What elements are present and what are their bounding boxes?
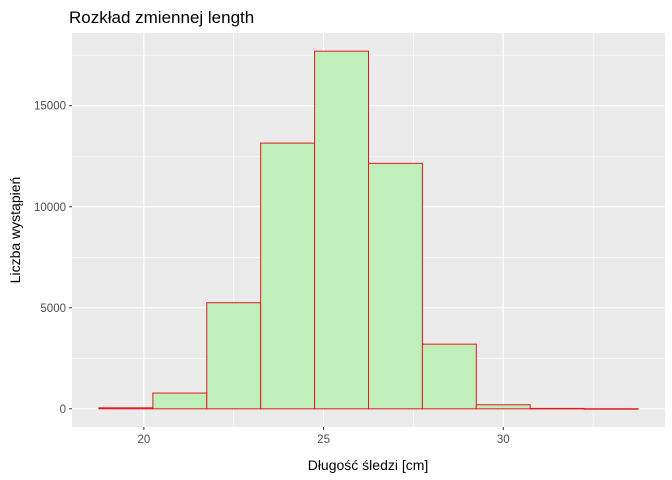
chart-title: Rozkład zmiennej length <box>69 8 254 27</box>
histogram-bar <box>206 302 262 410</box>
y-axis-ticks: 0 5000 10000 15000 <box>34 101 72 416</box>
histogram-bar <box>314 50 370 410</box>
y-tick-label: 10000 <box>34 202 66 214</box>
y-axis-title: Liczba wystąpień <box>7 177 23 284</box>
histogram-bar <box>421 343 477 410</box>
y-tick-label: 15000 <box>34 101 66 113</box>
histogram-bar <box>583 408 639 410</box>
histogram-bar <box>475 404 531 410</box>
histogram-bar <box>152 392 208 410</box>
histogram-bar <box>368 162 423 410</box>
histogram-bar <box>260 142 316 410</box>
histogram-bars <box>98 50 639 410</box>
x-tick-label: 20 <box>137 434 150 446</box>
y-tick-label: 5000 <box>40 303 66 315</box>
x-axis-ticks: 20 25 30 <box>137 427 510 446</box>
histogram-bar <box>98 407 154 410</box>
histogram-bar <box>529 407 585 410</box>
y-tick-label: 0 <box>60 404 66 416</box>
x-tick-label: 30 <box>497 434 510 446</box>
x-axis-title: Długość śledzi [cm] <box>308 457 429 473</box>
x-tick-label: 25 <box>317 434 330 446</box>
